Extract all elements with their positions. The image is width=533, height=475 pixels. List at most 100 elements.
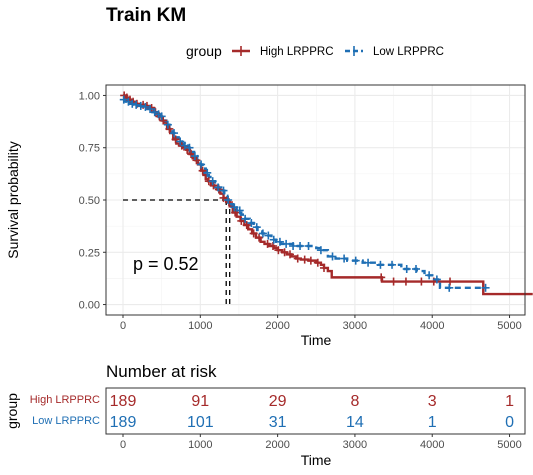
censor-mark — [377, 273, 386, 282]
censor-mark — [128, 99, 137, 108]
censor-mark — [241, 214, 250, 223]
censor-mark — [481, 283, 490, 292]
risk-x-tick-label: 2000 — [265, 439, 289, 451]
censor-mark — [203, 168, 212, 177]
risk-x-tick-label: 3000 — [343, 439, 367, 451]
censor-mark — [289, 242, 298, 250]
risk-row-name: Low LRPPRC — [32, 415, 100, 427]
censor-mark — [340, 254, 349, 263]
censor-mark — [132, 100, 141, 109]
risk-cell: 31 — [269, 414, 287, 431]
censor-mark — [425, 271, 434, 280]
censor-marks — [119, 91, 490, 292]
risk-cell: 29 — [269, 393, 287, 410]
censor-mark — [320, 263, 329, 272]
x-tick-label: 5000 — [497, 320, 521, 332]
legend-label-high-lrpprc: High LRPPRC — [260, 46, 334, 58]
censor-mark — [249, 229, 258, 238]
censor-mark — [219, 186, 228, 195]
y-tick-label: 1.00 — [79, 90, 100, 102]
risk-table-row-names: High LRPPRC Low LRPPRC — [30, 394, 100, 427]
censor-mark — [401, 277, 410, 286]
censor-mark — [304, 242, 313, 250]
censor-mark — [263, 239, 272, 248]
legend-label-low-lrpprc: Low LRPPRC — [373, 46, 444, 58]
censor-mark — [282, 239, 291, 248]
censor-mark — [141, 102, 150, 111]
censor-mark — [445, 283, 454, 292]
chart-title: Train KM — [106, 5, 186, 26]
risk-cell: 0 — [505, 414, 514, 431]
legend: group High LRPPRC Low LRPPRC — [186, 43, 444, 59]
censor-mark — [176, 137, 185, 146]
censor-mark — [285, 250, 294, 259]
risk-cell: 3 — [428, 393, 437, 410]
censor-mark — [351, 256, 360, 265]
risk-table-title: Number at risk — [106, 362, 217, 381]
censor-mark — [269, 235, 278, 244]
risk-table-x-label: Time — [301, 452, 332, 468]
risk-cell: 189 — [110, 414, 137, 431]
y-axis-ticks: 0.00 0.25 0.50 0.75 1.00 — [79, 90, 106, 312]
x-tick-label: 0 — [120, 320, 126, 332]
censor-mark — [190, 152, 199, 161]
censor-mark — [146, 105, 155, 114]
risk-table-y-label: group — [4, 393, 20, 429]
km-plot-panel: p = 0.52 — [105, 84, 533, 316]
risk-cell: 101 — [187, 414, 214, 431]
censor-mark — [411, 265, 420, 273]
censor-mark — [170, 129, 179, 138]
censor-mark — [258, 229, 267, 238]
censor-mark — [402, 265, 411, 273]
x-tick-label: 2000 — [265, 320, 289, 332]
censor-mark — [208, 177, 217, 186]
risk-cell: 14 — [346, 414, 364, 431]
x-axis-label: Time — [301, 332, 332, 348]
legend-title: group — [186, 43, 222, 59]
y-tick-label: 0.25 — [79, 247, 100, 259]
legend-key-high-lrpprc — [232, 46, 250, 56]
censor-mark — [300, 255, 309, 264]
x-tick-label: 4000 — [420, 320, 444, 332]
censor-mark — [214, 183, 223, 192]
y-axis-label: Survival probability — [5, 141, 21, 259]
censor-mark — [296, 242, 305, 250]
risk-cell: 189 — [110, 393, 137, 410]
censor-mark — [147, 104, 156, 112]
censor-mark — [198, 166, 207, 175]
censor-mark — [432, 275, 441, 284]
legend-key-low-lrpprc — [345, 46, 363, 56]
risk-table-border — [105, 387, 526, 435]
risk-cell: 1 — [428, 414, 437, 431]
censor-mark — [180, 141, 189, 150]
censor-mark — [252, 223, 261, 232]
censor-mark — [274, 246, 283, 255]
risk-row-name: High LRPPRC — [30, 394, 100, 406]
censor-mark — [316, 246, 325, 255]
censor-mark — [328, 252, 337, 261]
x-tick-label: 1000 — [188, 320, 212, 332]
censor-mark — [388, 260, 397, 269]
censor-mark — [306, 256, 315, 265]
grid-lines — [106, 85, 525, 315]
censor-mark — [417, 277, 426, 286]
y-tick-label: 0.50 — [79, 195, 100, 207]
risk-x-tick-label: 4000 — [420, 439, 444, 451]
censor-mark — [159, 116, 168, 125]
censor-mark — [235, 206, 244, 215]
risk-x-tick-label: 5000 — [497, 439, 521, 451]
curve-low-lrpprc — [123, 98, 487, 290]
risk-table-x-ticks: 0 1000 2000 3000 4000 5000 — [120, 434, 522, 451]
censor-mark — [171, 135, 180, 144]
censor-mark — [165, 124, 174, 133]
censor-mark — [185, 143, 194, 152]
censor-mark — [157, 112, 166, 121]
risk-cell: 91 — [191, 393, 209, 410]
y-tick-label: 0.75 — [79, 143, 100, 155]
y-tick-label: 0.00 — [79, 300, 100, 312]
censor-mark — [163, 120, 172, 129]
risk-cell: 1 — [505, 393, 514, 410]
